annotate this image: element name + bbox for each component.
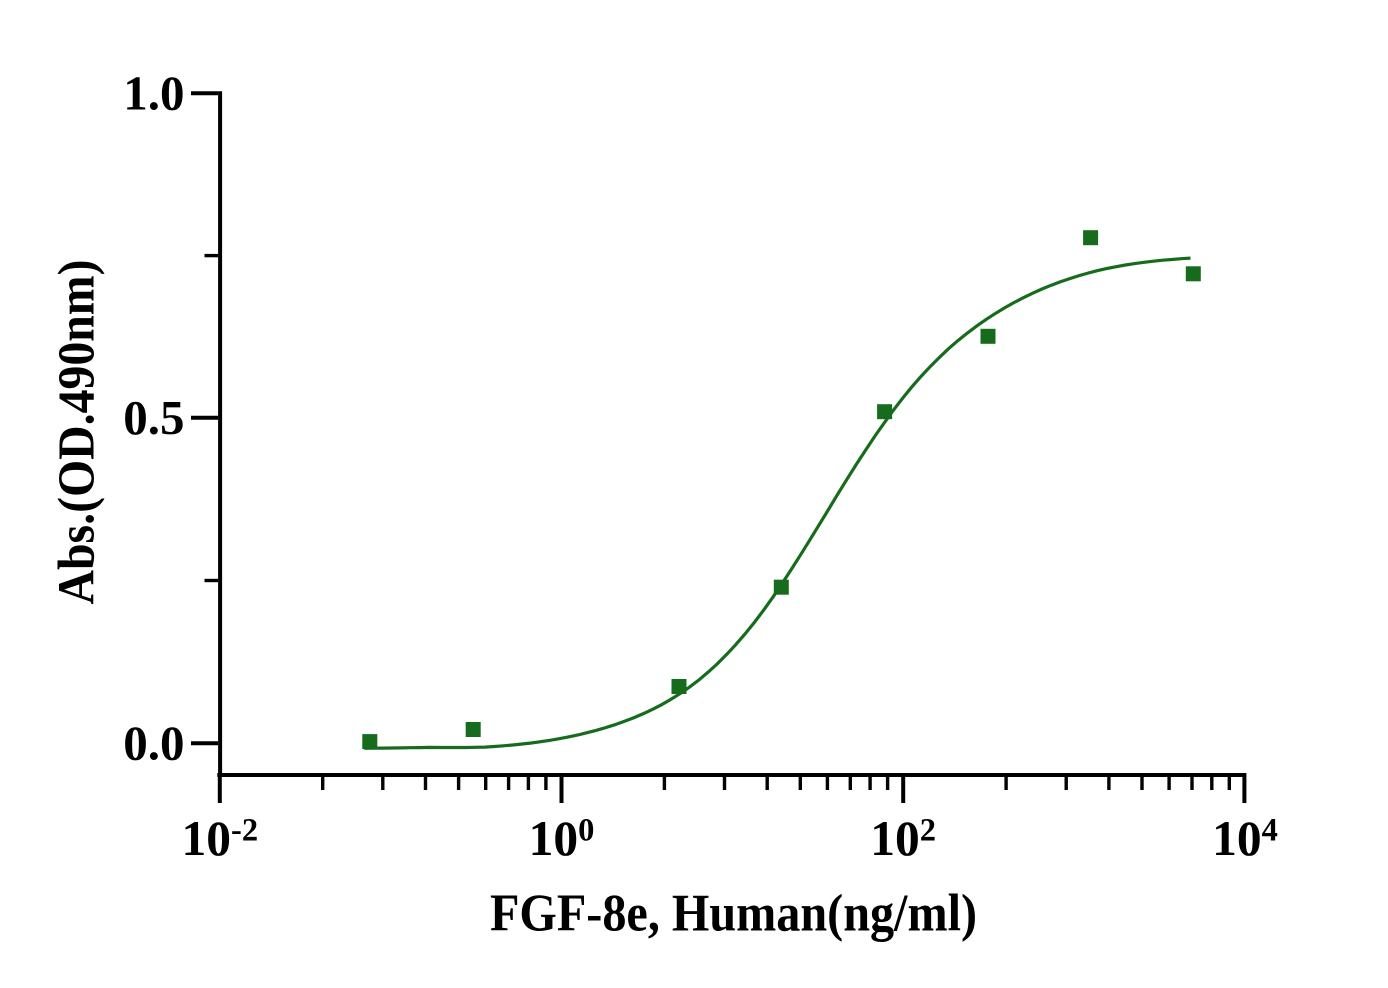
svg-text:FGF-8e, Human(ng/ml): FGF-8e, Human(ng/ml): [490, 884, 977, 942]
svg-text:0.0: 0.0: [123, 715, 184, 770]
svg-text:1.0: 1.0: [123, 65, 184, 120]
svg-text:Abs.(OD.490nm): Abs.(OD.490nm): [49, 260, 106, 605]
svg-text:0.5: 0.5: [123, 390, 184, 445]
